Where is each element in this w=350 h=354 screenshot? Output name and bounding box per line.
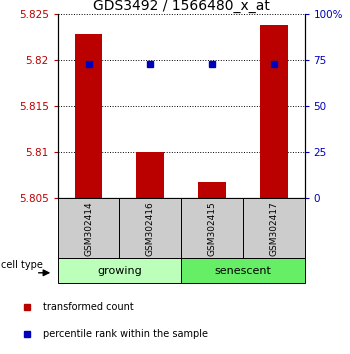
- Text: transformed count: transformed count: [43, 302, 134, 312]
- Bar: [181, 198, 243, 258]
- Text: senescent: senescent: [214, 266, 271, 276]
- Bar: [181, 258, 304, 283]
- Text: GSM302415: GSM302415: [208, 201, 216, 256]
- Bar: [136, 152, 164, 198]
- Text: GSM302417: GSM302417: [269, 201, 278, 256]
- Bar: [260, 25, 288, 198]
- Text: GSM302416: GSM302416: [146, 201, 155, 256]
- Bar: [58, 198, 119, 258]
- Text: GSM302414: GSM302414: [84, 201, 93, 256]
- Bar: [75, 34, 103, 198]
- Text: growing: growing: [97, 266, 142, 276]
- Bar: [243, 198, 304, 258]
- Bar: [58, 258, 181, 283]
- Title: GDS3492 / 1566480_x_at: GDS3492 / 1566480_x_at: [93, 0, 270, 13]
- Text: percentile rank within the sample: percentile rank within the sample: [43, 329, 208, 339]
- Bar: [119, 198, 181, 258]
- Bar: [198, 182, 226, 198]
- Text: cell type: cell type: [1, 260, 43, 270]
